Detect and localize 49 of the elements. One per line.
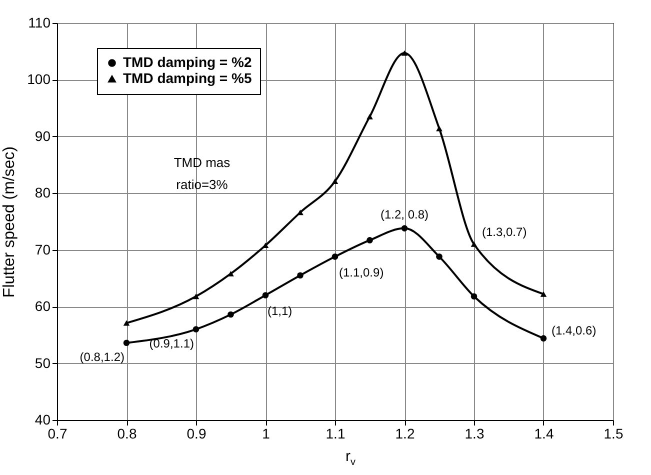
point bbox=[470, 241, 478, 247]
point bbox=[540, 335, 547, 342]
point bbox=[262, 242, 269, 248]
point bbox=[228, 311, 234, 318]
point bbox=[436, 126, 442, 132]
y-tick-label: 50 bbox=[34, 354, 51, 371]
legend-label: TMD damping = %5 bbox=[123, 70, 252, 86]
x-tick-label: 0.8 bbox=[117, 426, 137, 442]
annotation: TMD mas ratio=3% bbox=[174, 155, 231, 192]
x-tick-label: 1.1 bbox=[326, 426, 346, 442]
legend-label: TMD damping = %2 bbox=[123, 54, 252, 70]
point bbox=[123, 320, 130, 326]
annotation: (0.9,1.1) bbox=[149, 336, 194, 350]
point bbox=[297, 272, 304, 279]
point bbox=[401, 50, 408, 56]
annotation: (1.2, 0.8) bbox=[380, 207, 429, 222]
y-axis-title: Flutter speed (m/sec) bbox=[1, 146, 18, 298]
annotation: (1.3,0.7) bbox=[482, 225, 527, 240]
point bbox=[540, 291, 547, 297]
point bbox=[262, 292, 269, 298]
point bbox=[332, 254, 338, 260]
point bbox=[192, 326, 200, 332]
y-tick-label: 110 bbox=[28, 14, 51, 30]
x-tick-label: 1.3 bbox=[464, 426, 484, 442]
y-tick-label: 90 bbox=[34, 128, 51, 144]
y-tick-label: 40 bbox=[34, 412, 51, 428]
x-tick-label: 1 bbox=[262, 426, 270, 442]
x-tick-label: 0.9 bbox=[186, 426, 206, 442]
x-tick-label: 1.5 bbox=[604, 426, 624, 442]
annotation: (1,1) bbox=[268, 304, 292, 318]
y-tick-label: 100 bbox=[27, 71, 51, 88]
point bbox=[332, 178, 338, 184]
x-tick-label: 1.4 bbox=[534, 426, 554, 442]
x-tick-label: 0.7 bbox=[48, 426, 68, 442]
point bbox=[436, 254, 442, 260]
point bbox=[123, 340, 130, 346]
y-tick-label: 80 bbox=[34, 184, 51, 201]
annotation: (1.1,0.9) bbox=[339, 266, 384, 280]
point bbox=[366, 114, 373, 120]
point bbox=[401, 225, 408, 232]
annotation: (1.4,0.6) bbox=[552, 323, 596, 338]
point bbox=[366, 237, 373, 244]
point bbox=[192, 294, 200, 300]
y-tick-label: 60 bbox=[34, 298, 51, 314]
y-tick-label: 70 bbox=[34, 241, 51, 258]
x-tick-label: 1.2 bbox=[395, 426, 415, 442]
annotation: (0.8,1.2) bbox=[80, 350, 124, 364]
point bbox=[470, 293, 478, 300]
x-axis-title: r$_{v}$ bbox=[344, 448, 356, 468]
